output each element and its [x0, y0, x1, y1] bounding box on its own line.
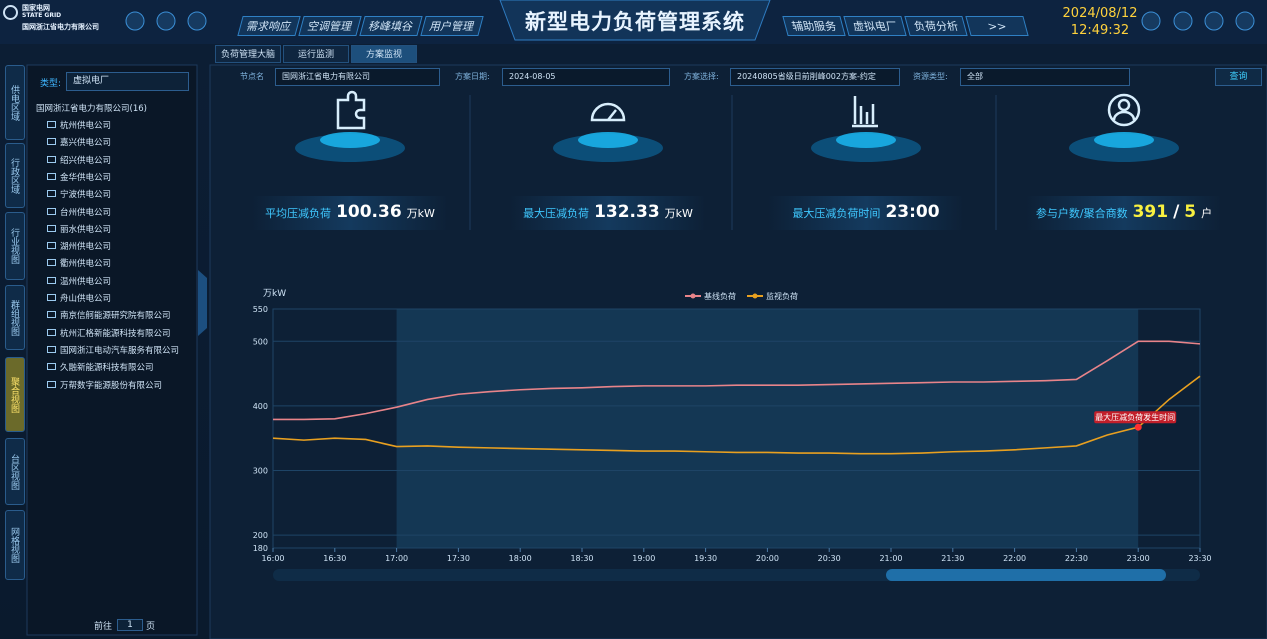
- filter-label: 节点名: [240, 72, 264, 81]
- side-tab[interactable]: 聚合视图: [5, 357, 25, 432]
- side-tab[interactable]: 网格视图: [5, 510, 25, 580]
- kpi-value: 391: [1132, 202, 1169, 222]
- nav-button[interactable]: 虚拟电厂: [843, 16, 907, 36]
- app-title: 新型电力负荷管理系统: [525, 10, 745, 34]
- filter-label: 资源类型:: [913, 72, 948, 81]
- filter-input[interactable]: 全部: [960, 68, 1130, 86]
- logo-text: STATE GRID: [22, 12, 62, 19]
- nav-button[interactable]: 负荷分析: [904, 16, 968, 36]
- kpi-card: 最大压减负荷 132.33 万kW: [510, 196, 706, 230]
- tree-item[interactable]: 宁波供电公司: [60, 190, 112, 201]
- filter-input[interactable]: 2024-08-05: [502, 68, 670, 86]
- tree-icon: [47, 276, 56, 284]
- logo-text: 国网浙江省电力有限公司: [22, 23, 99, 31]
- tree-item[interactable]: 南京信舸能源研究院有限公司: [60, 311, 171, 322]
- tree-icon: [47, 224, 56, 232]
- pager-unit: 页: [146, 622, 156, 632]
- pager-page[interactable]: 1: [117, 619, 143, 631]
- kpi-label: 最大压减负荷: [523, 207, 590, 220]
- nav-button[interactable]: 需求响应: [237, 16, 301, 36]
- logo-mark: [3, 5, 18, 20]
- tree-icon: [47, 259, 56, 267]
- tree-icon: [47, 380, 56, 388]
- kpi-card: 最大压减负荷时间 23:00: [768, 196, 964, 230]
- tab[interactable]: 运行监测: [283, 45, 349, 63]
- kpi-card: 参与户数/聚合商数 391/5 户: [1026, 196, 1222, 230]
- side-tab[interactable]: 行政区域: [5, 143, 25, 208]
- filter-label: 方案选择:: [684, 72, 719, 81]
- tree-icon: [47, 294, 56, 301]
- tab[interactable]: 方案监视: [351, 45, 417, 63]
- kpi-card: 平均压减负荷 100.36 万kW: [252, 196, 448, 230]
- kpi-unit: 户: [1201, 207, 1213, 220]
- tree-item[interactable]: 绍兴供电公司: [60, 155, 112, 166]
- nav-button[interactable]: 移峰填谷: [359, 16, 423, 36]
- tree-item[interactable]: 嘉兴供电公司: [60, 138, 112, 149]
- tree-icon: [47, 172, 56, 180]
- kpi-separator: /: [1173, 202, 1180, 222]
- date: 2024/08/12: [1062, 6, 1138, 21]
- tree-item[interactable]: 金华供电公司: [60, 172, 112, 183]
- kpi-value: 23:00: [885, 202, 940, 222]
- tree-icon: [47, 138, 56, 146]
- tree-item[interactable]: 杭州汇格新能源科技有限公司: [60, 328, 171, 339]
- filter-input[interactable]: 国网浙江省电力有限公司: [275, 68, 440, 86]
- time: 12:49:32: [1070, 23, 1130, 38]
- kpi-label: 参与户数/聚合商数: [1035, 207, 1128, 220]
- side-tab[interactable]: 群组视图: [5, 285, 25, 350]
- tree-icon: [47, 121, 56, 128]
- tab[interactable]: 负荷管理大脑: [215, 45, 281, 63]
- type-select[interactable]: 虚拟电厂: [66, 72, 189, 91]
- side-tab[interactable]: 供电区域: [5, 65, 25, 140]
- tree-icon: [47, 207, 56, 215]
- side-tab[interactable]: 行业视图: [5, 212, 25, 280]
- tree-icon: [47, 345, 56, 353]
- tree-item[interactable]: 台州供电公司: [60, 207, 112, 218]
- filter-label: 方案日期:: [455, 72, 490, 81]
- kpi-label: 最大压减负荷时间: [792, 207, 881, 220]
- pager-goto: 前往: [94, 622, 113, 632]
- tree-item[interactable]: 湖州供电公司: [60, 242, 112, 253]
- tree-icon: [47, 311, 56, 319]
- kpi-value: 5: [1184, 202, 1197, 222]
- tree-item[interactable]: 温州供电公司: [60, 276, 112, 287]
- tree-root[interactable]: 国网浙江省电力有限公司(16): [36, 104, 147, 114]
- kpi-unit: 万kW: [664, 207, 693, 220]
- tree-icon: [47, 190, 56, 198]
- filter-input[interactable]: 20240805省级日前削峰002方案-约定: [730, 68, 900, 86]
- tree-item[interactable]: 杭州供电公司: [60, 121, 112, 131]
- nav-button[interactable]: 用户管理: [420, 16, 484, 36]
- kpi-value: 132.33: [594, 202, 660, 222]
- kpi-value: 100.36: [336, 202, 402, 222]
- nav-button[interactable]: >>: [965, 16, 1029, 36]
- tree-item[interactable]: 舟山供电公司: [60, 294, 112, 304]
- tree-icon: [47, 363, 56, 371]
- logo-text: 国家电网: [22, 4, 50, 12]
- side-tab[interactable]: 台区视图: [5, 438, 25, 505]
- query-button[interactable]: 查询: [1215, 68, 1262, 86]
- type-label: 类型:: [40, 79, 62, 89]
- tree-icon: [47, 155, 56, 163]
- kpi-unit: 万kW: [406, 207, 435, 220]
- tree-icon: [47, 242, 56, 250]
- tree-item[interactable]: 万帮数字能源股份有限公司: [60, 380, 163, 391]
- nav-button[interactable]: 辅助服务: [782, 16, 846, 36]
- tree-item[interactable]: 衢州供电公司: [60, 259, 112, 270]
- tree-item[interactable]: 丽水供电公司: [60, 224, 112, 235]
- kpi-label: 平均压减负荷: [265, 207, 332, 220]
- tree-item[interactable]: 久融新能源科技有限公司: [60, 363, 154, 374]
- tree-item[interactable]: 国网浙江电动汽车服务有限公司: [60, 345, 180, 356]
- tree-icon: [47, 328, 56, 336]
- nav-button[interactable]: 空调管理: [298, 16, 362, 36]
